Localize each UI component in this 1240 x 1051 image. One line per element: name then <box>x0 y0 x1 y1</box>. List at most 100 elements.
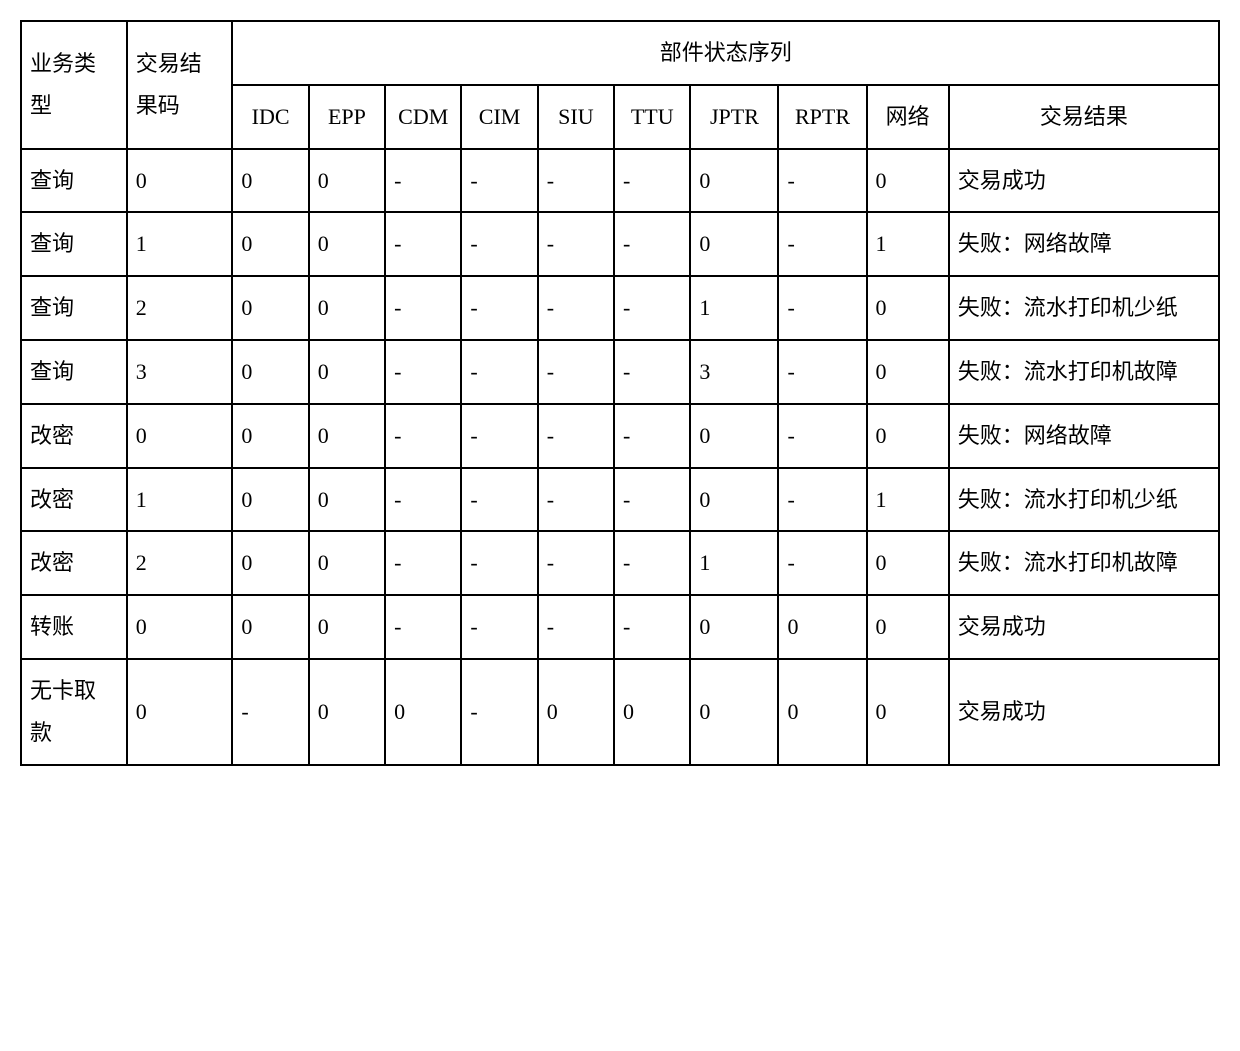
cell-component-value: - <box>461 340 537 404</box>
col-epp: EPP <box>309 85 385 149</box>
cell-component-value: 0 <box>309 468 385 532</box>
cell-component-value: - <box>614 149 690 213</box>
cell-component-value: 0 <box>690 212 778 276</box>
cell-component-value: 0 <box>867 404 949 468</box>
cell-component-value: - <box>232 659 308 765</box>
cell-component-value: 0 <box>309 149 385 213</box>
cell-business-type: 改密 <box>21 404 127 468</box>
cell-component-value: 0 <box>690 659 778 765</box>
cell-component-value: 1 <box>690 276 778 340</box>
cell-component-value: 0 <box>778 659 866 765</box>
cell-component-value: - <box>778 276 866 340</box>
cell-component-value: - <box>385 340 461 404</box>
cell-component-value: - <box>385 468 461 532</box>
cell-component-value: - <box>538 468 614 532</box>
col-jptr: JPTR <box>690 85 778 149</box>
cell-trade-result: 失败：流水打印机少纸 <box>949 468 1219 532</box>
cell-component-value: - <box>538 212 614 276</box>
cell-business-type: 查询 <box>21 149 127 213</box>
cell-component-value: 0 <box>232 149 308 213</box>
cell-component-value: - <box>461 212 537 276</box>
col-cdm: CDM <box>385 85 461 149</box>
cell-component-value: 0 <box>232 276 308 340</box>
cell-component-value: - <box>778 468 866 532</box>
table-row: 查询000----0-0交易成功 <box>21 149 1219 213</box>
cell-component-value: - <box>538 595 614 659</box>
cell-trade-code: 0 <box>127 404 233 468</box>
cell-component-value: 0 <box>690 149 778 213</box>
cell-business-type: 转账 <box>21 595 127 659</box>
cell-component-value: 0 <box>690 595 778 659</box>
cell-component-value: 0 <box>232 404 308 468</box>
col-trade-result: 交易结果 <box>949 85 1219 149</box>
cell-component-value: - <box>614 531 690 595</box>
cell-trade-result: 失败：网络故障 <box>949 404 1219 468</box>
col-siu: SIU <box>538 85 614 149</box>
cell-component-value: 1 <box>867 468 949 532</box>
cell-trade-code: 3 <box>127 340 233 404</box>
cell-component-value: 3 <box>690 340 778 404</box>
cell-component-value: 0 <box>232 340 308 404</box>
cell-component-value: - <box>614 212 690 276</box>
table-row: 查询100----0-1失败：网络故障 <box>21 212 1219 276</box>
status-table: 业务类型 交易结果码 部件状态序列 IDC EPP CDM CIM SIU TT… <box>20 20 1220 766</box>
cell-component-value: 0 <box>309 276 385 340</box>
cell-component-value: 0 <box>690 404 778 468</box>
cell-component-value: - <box>461 149 537 213</box>
col-ttu: TTU <box>614 85 690 149</box>
cell-component-value: - <box>385 404 461 468</box>
table-row: 无卡取款0-00-00000交易成功 <box>21 659 1219 765</box>
cell-business-type: 查询 <box>21 276 127 340</box>
cell-component-value: 0 <box>232 531 308 595</box>
cell-component-value: 0 <box>309 340 385 404</box>
col-rptr: RPTR <box>778 85 866 149</box>
cell-component-value: - <box>385 276 461 340</box>
cell-component-value: - <box>461 276 537 340</box>
cell-component-value: - <box>614 468 690 532</box>
cell-component-value: - <box>461 531 537 595</box>
cell-component-value: - <box>461 404 537 468</box>
cell-component-value: - <box>778 404 866 468</box>
col-idc: IDC <box>232 85 308 149</box>
cell-component-value: 0 <box>867 595 949 659</box>
cell-component-value: - <box>385 149 461 213</box>
table-row: 转账000----000交易成功 <box>21 595 1219 659</box>
cell-component-value: - <box>385 212 461 276</box>
table-row: 改密000----0-0失败：网络故障 <box>21 404 1219 468</box>
cell-component-value: 0 <box>309 531 385 595</box>
cell-component-value: - <box>538 404 614 468</box>
cell-component-value: 1 <box>867 212 949 276</box>
cell-component-value: - <box>614 276 690 340</box>
cell-component-value: 0 <box>867 659 949 765</box>
cell-business-type: 改密 <box>21 468 127 532</box>
col-business-type: 业务类型 <box>21 21 127 149</box>
table-row: 改密200----1-0失败：流水打印机故障 <box>21 531 1219 595</box>
cell-component-value: - <box>461 468 537 532</box>
cell-trade-code: 2 <box>127 276 233 340</box>
table-row: 查询300----3-0失败：流水打印机故障 <box>21 340 1219 404</box>
cell-trade-code: 2 <box>127 531 233 595</box>
cell-business-type: 无卡取款 <box>21 659 127 765</box>
cell-component-value: 0 <box>232 595 308 659</box>
cell-component-value: - <box>461 595 537 659</box>
cell-trade-result: 交易成功 <box>949 659 1219 765</box>
col-trade-code: 交易结果码 <box>127 21 233 149</box>
cell-component-value: - <box>778 531 866 595</box>
cell-trade-code: 1 <box>127 468 233 532</box>
col-group-component-status: 部件状态序列 <box>232 21 1219 85</box>
cell-component-value: - <box>614 404 690 468</box>
cell-component-value: 0 <box>690 468 778 532</box>
cell-trade-code: 0 <box>127 659 233 765</box>
col-net: 网络 <box>867 85 949 149</box>
cell-component-value: 0 <box>232 212 308 276</box>
cell-component-value: 0 <box>309 595 385 659</box>
cell-component-value: - <box>385 595 461 659</box>
cell-component-value: - <box>538 531 614 595</box>
cell-component-value: 0 <box>538 659 614 765</box>
cell-component-value: 0 <box>867 340 949 404</box>
cell-trade-result: 交易成功 <box>949 595 1219 659</box>
cell-component-value: 0 <box>309 404 385 468</box>
cell-trade-result: 失败：网络故障 <box>949 212 1219 276</box>
cell-component-value: 1 <box>690 531 778 595</box>
cell-component-value: 0 <box>309 212 385 276</box>
